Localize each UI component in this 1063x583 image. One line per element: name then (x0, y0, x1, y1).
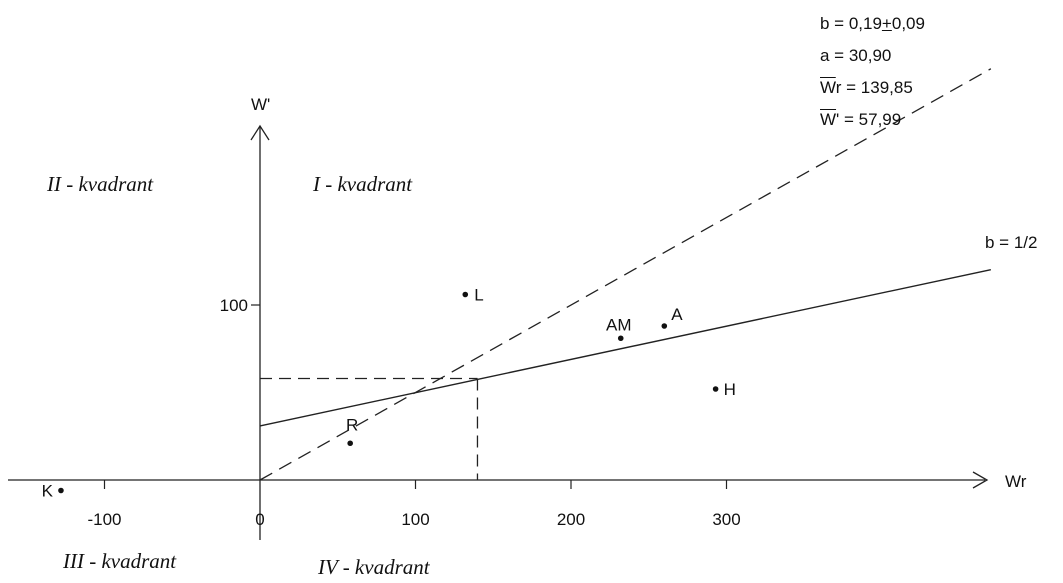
data-point (462, 291, 469, 298)
points: L AM A H R K (42, 286, 736, 501)
stat-w-mean-value: ' = 57,99 (836, 110, 902, 129)
y-axis-arrow (250, 124, 270, 141)
stat-w-mean: W' = 57,99 (820, 104, 925, 136)
point-label: K (42, 482, 54, 501)
point-label: AM (606, 315, 632, 334)
data-point (617, 335, 624, 342)
quadrant-i-label: I - kvadrant (312, 172, 413, 196)
regression-line (259, 268, 991, 427)
quadrant-ii-label: II - kvadrant (46, 172, 154, 196)
statistics-panel: b = 0,19+0,09 a = 30,90 Wr = 139,85 W' =… (820, 8, 925, 136)
x-tick-label: 200 (557, 510, 585, 529)
point-label: A (671, 305, 683, 324)
lines (259, 68, 992, 481)
quadrant-iii-label: III - kvadrant (62, 549, 177, 573)
stat-b-value: b = 0,19 (820, 14, 882, 33)
data-point (58, 487, 64, 494)
x-axis-label: Wr (1005, 472, 1027, 491)
data-point (712, 386, 719, 392)
reference-line (259, 68, 992, 481)
point-label: R (346, 415, 358, 434)
x-tick-label: 0 (255, 510, 264, 529)
stat-a: a = 30,90 (820, 46, 892, 65)
point-label: H (724, 380, 736, 399)
x-tick-label: 100 (401, 510, 429, 529)
stat-wr-mean-symbol: W (820, 78, 836, 97)
x-tick-label: 300 (712, 510, 740, 529)
stat-wr-mean-value: r = 139,85 (835, 78, 913, 97)
y-axis-label: W' (251, 95, 270, 114)
data-point (347, 440, 353, 447)
y-tick-label: 100 (220, 296, 248, 315)
stat-b: b = 0,19+0,09 (820, 8, 925, 40)
reference-line-label: b = 1/2 (985, 233, 1037, 252)
stat-w-mean-symbol: W (820, 110, 837, 129)
x-axis-arrow (972, 471, 989, 489)
x-tick-label: -100 (87, 510, 121, 529)
point-label: L (474, 286, 483, 305)
ticks: -100 0 100 200 300 100 (87, 296, 740, 529)
axes (8, 124, 989, 540)
data-point (661, 323, 668, 329)
stat-wr-mean: Wr = 139,85 (820, 72, 925, 104)
stat-b-plusminus: + (881, 14, 892, 33)
stat-b-error: 0,09 (891, 14, 925, 33)
quadrant-iv-label: IV - kvadrant (317, 555, 431, 579)
